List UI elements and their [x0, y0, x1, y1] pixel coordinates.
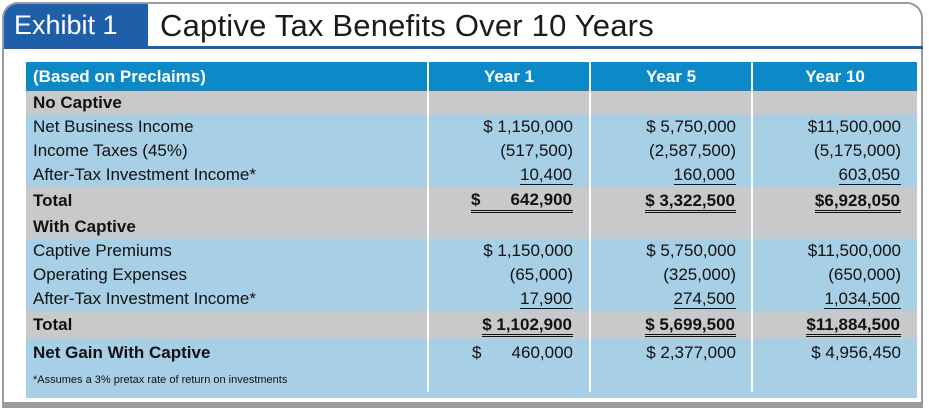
cell-year-10: (650,000) [751, 263, 917, 287]
cell-year-1: 642,900 [510, 189, 572, 209]
row-label: After-Tax Investment Income* [26, 163, 428, 187]
table-row: Income Taxes (45%) (517,500) (2,587,500)… [26, 139, 917, 163]
cell-year-5: $ 5,750,000 [589, 115, 752, 139]
cell-year-10: $11,500,000 [751, 115, 917, 139]
row-label: Operating Expenses [26, 263, 428, 287]
cell-year-10: $ 4,956,450 [751, 339, 917, 367]
total-label: Total [26, 187, 428, 215]
net-gain-label: Net Gain With Captive [26, 339, 428, 367]
header-year-5: Year 5 [589, 62, 752, 91]
exhibit-title: Captive Tax Benefits Over 10 Years [160, 8, 654, 43]
footnote: *Assumes a 3% pretax rate of return on i… [26, 367, 428, 392]
row-label: Income Taxes (45%) [26, 139, 428, 163]
dollar-sign: $ [471, 189, 481, 209]
cell-year-5: $ 5,699,500 [645, 315, 736, 337]
row-label: Net Business Income [26, 115, 428, 139]
header-basis: (Based on Preclaims) [26, 62, 428, 91]
section-heading-with-captive: With Captive [26, 215, 428, 239]
table-row: Operating Expenses (65,000) (325,000) (6… [26, 263, 917, 287]
cell-year-1: (517,500) [427, 139, 590, 163]
total-row: Total $642,900 $ 3,322,500 $6,928,050 [26, 187, 917, 215]
table-row: Net Business Income $ 1,150,000 $ 5,750,… [26, 115, 917, 139]
cell-year-5: (325,000) [589, 263, 752, 287]
table-row: After-Tax Investment Income* 17,900 274,… [26, 287, 917, 311]
footnote-row: *Assumes a 3% pretax rate of return on i… [26, 367, 917, 392]
net-gain-row: Net Gain With Captive $460,000 $ 2,377,0… [26, 339, 917, 367]
header-row: (Based on Preclaims) Year 1 Year 5 Year … [26, 62, 917, 91]
header-year-10: Year 10 [751, 62, 917, 91]
total-label: Total [26, 311, 428, 339]
cell-year-5: 274,500 [673, 289, 736, 309]
table-row: After-Tax Investment Income* 10,400 160,… [26, 163, 917, 187]
tax-benefits-table: (Based on Preclaims) Year 1 Year 5 Year … [26, 62, 917, 392]
section-heading-row: With Captive [26, 215, 917, 239]
cell-year-10: $11,500,000 [751, 239, 917, 263]
exhibit-label: Exhibit 1 [4, 4, 148, 46]
cell-year-5: $ 5,750,000 [589, 239, 752, 263]
cell-year-10: 603,050 [838, 165, 901, 185]
cell-year-5: 160,000 [673, 165, 736, 185]
cell-year-1: $ 1,150,000 [427, 239, 590, 263]
row-label: After-Tax Investment Income* [26, 287, 428, 311]
row-label: Captive Premiums [26, 239, 428, 263]
table-row: Captive Premiums $ 1,150,000 $ 5,750,000… [26, 239, 917, 263]
cell-year-1: 460,000 [511, 343, 573, 362]
cell-year-1: (65,000) [427, 263, 590, 287]
cell-year-10: $6,928,050 [814, 191, 901, 213]
cell-year-1: 17,900 [520, 289, 573, 309]
cell-year-1: $ 1,102,900 [482, 315, 573, 337]
cell-year-10: $11,884,500 [806, 315, 901, 337]
cell-year-5: $ 2,377,000 [589, 339, 752, 367]
cell-year-10: 1,034,500 [824, 289, 901, 309]
cell-year-1: $ 1,150,000 [427, 115, 590, 139]
cell-year-5: (2,587,500) [589, 139, 752, 163]
cell-year-5: $ 3,322,500 [645, 191, 736, 213]
total-row: Total $ 1,102,900 $ 5,699,500 $11,884,50… [26, 311, 917, 339]
dollar-sign: $ [472, 343, 482, 362]
title-rule [4, 46, 923, 49]
tax-benefits-table-wrap: (Based on Preclaims) Year 1 Year 5 Year … [26, 62, 917, 398]
section-heading-row: No Captive [26, 91, 917, 115]
cell-year-1: 10,400 [520, 165, 573, 185]
cell-year-10: (5,175,000) [751, 139, 917, 163]
header-year-1: Year 1 [427, 62, 590, 91]
section-heading-no-captive: No Captive [26, 91, 428, 115]
